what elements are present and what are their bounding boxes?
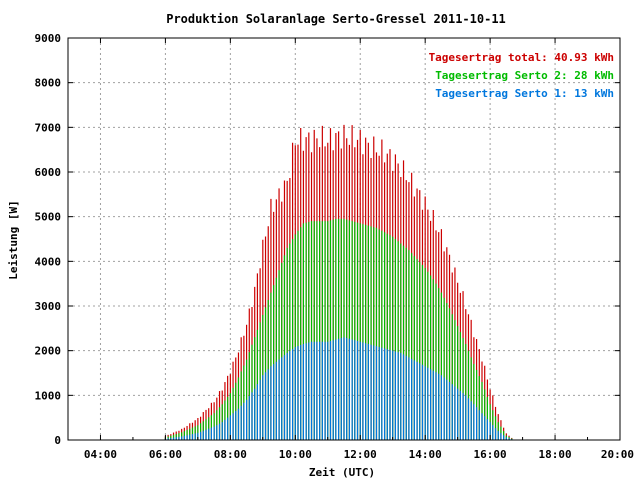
y-tick-label-4: 4000: [35, 255, 62, 268]
y-tick-label-0: 0: [54, 434, 61, 447]
x-tick-label-7: 18:00: [538, 448, 571, 461]
x-axis-label: Zeit (UTC): [309, 466, 375, 479]
y-axis-label: Leistung [W]: [7, 200, 20, 279]
y-tick-label-3: 3000: [35, 300, 62, 313]
x-tick-label-2: 08:00: [214, 448, 247, 461]
y-tick-label-6: 6000: [35, 166, 62, 179]
x-tick-label-1: 06:00: [149, 448, 182, 461]
x-tick-label-5: 14:00: [409, 448, 442, 461]
ticks: 0 1000 2000 3000 4000 5000 6000 7000 8000 9000 04:…: [35, 32, 635, 461]
y-tick-label-9: 9000: [35, 32, 62, 45]
legend-entry-1: Tagesertrag Serto 2: 28 kWh: [435, 69, 614, 82]
y-tick-label-1: 1000: [35, 389, 62, 402]
x-tick-label-8: 20:00: [601, 448, 634, 461]
chart-title: Produktion Solaranlage Serto-Gressel 201…: [166, 12, 506, 26]
y-tick-label-7: 7000: [35, 121, 62, 134]
y-tick-label-8: 8000: [35, 77, 62, 90]
x-tick-label-3: 10:00: [279, 448, 312, 461]
legend-entry-2: Tagesertrag Serto 1: 13 kWh: [435, 87, 614, 100]
x-tick-label-6: 16:00: [474, 448, 507, 461]
legend: Tagesertrag total: 40.93 kWh Tagesertrag …: [429, 51, 614, 100]
bars: [164, 124, 513, 440]
y-tick-label-5: 5000: [35, 211, 62, 224]
legend-entry-0: Tagesertrag total: 40.93 kWh: [429, 51, 614, 64]
x-tick-label-4: 12:00: [344, 448, 377, 461]
x-tick-label-0: 04:00: [84, 448, 117, 461]
y-tick-label-2: 2000: [35, 345, 62, 358]
plot-frame: [67, 37, 621, 441]
